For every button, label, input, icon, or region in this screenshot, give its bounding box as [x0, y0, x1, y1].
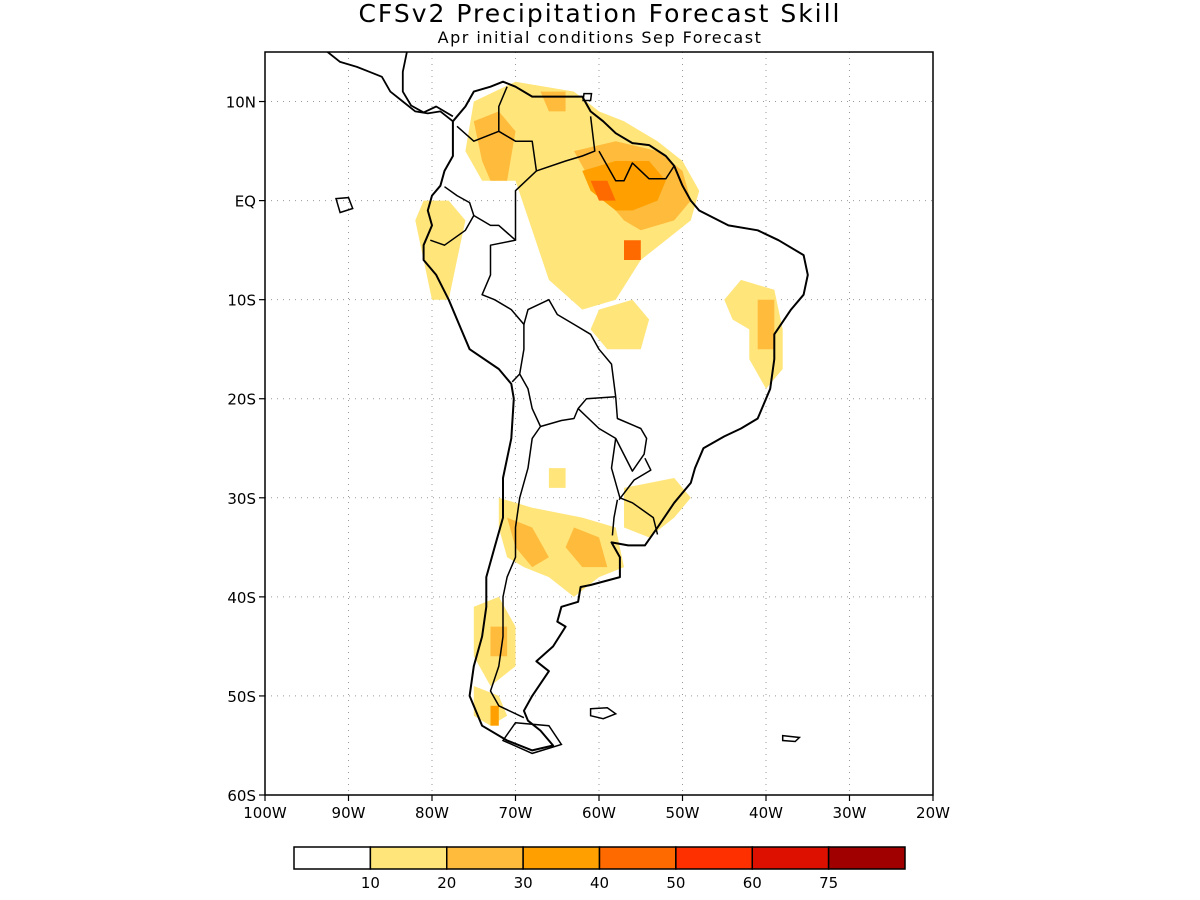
- lat-tick-label: 40S: [227, 589, 256, 607]
- country-border: [536, 116, 596, 172]
- island-outline: [589, 707, 618, 720]
- lat-tick-label: 10N: [226, 94, 256, 112]
- skill-contour-fill: [590, 180, 616, 201]
- lon-tick-label: 50W: [666, 804, 700, 822]
- skill-contour-fill: [624, 240, 641, 260]
- island-outline: [335, 196, 354, 214]
- lon-tick-label: 20W: [916, 804, 950, 822]
- lat-tick-label: 20S: [227, 391, 256, 409]
- lon-tick-label: 60W: [582, 804, 616, 822]
- latitude-axis: 10N EQ 10S 20S 30S 40S 50S 60S: [226, 94, 265, 805]
- colorbar-swatch: [751, 846, 830, 870]
- lon-tick-label: 90W: [332, 804, 366, 822]
- country-border: [610, 438, 659, 535]
- colorbar-label: 40: [590, 874, 609, 892]
- skill-contour-fill: [507, 517, 549, 568]
- colorbar-label: 30: [514, 874, 533, 892]
- lat-tick-label: 10S: [227, 292, 256, 310]
- map-title: CFSv2 Precipitation Forecast Skill: [358, 0, 842, 28]
- colorbar-swatch: [675, 846, 753, 870]
- country-border: [577, 396, 648, 472]
- colorbar-swatch: [598, 846, 677, 870]
- country-border: [473, 214, 525, 383]
- country-border: [489, 426, 542, 719]
- lat-tick-label: 60S: [227, 787, 256, 805]
- colorbar-swatch: [827, 846, 906, 870]
- map-subtitle: Apr initial conditions Sep Forecast: [437, 28, 763, 47]
- colorbar-swatch: [293, 846, 372, 870]
- colorbar-swatch: [369, 846, 448, 870]
- coastlines: [326, 52, 809, 755]
- country-border: [519, 373, 616, 428]
- island-outline: [781, 734, 802, 743]
- colorbar-label: 60: [743, 874, 762, 892]
- lon-tick-label: 40W: [749, 804, 783, 822]
- skill-contour-fill: [624, 478, 691, 538]
- island-outline: [501, 721, 563, 755]
- lat-tick-label: EQ: [235, 193, 256, 211]
- colorbar-label: 10: [361, 874, 380, 892]
- skill-contour-fill: [590, 299, 650, 350]
- skill-contour-fill: [565, 527, 608, 568]
- caribbean-coastline: [401, 52, 454, 118]
- skill-contour-fill: [757, 299, 775, 350]
- lon-tick-label: 100W: [243, 804, 287, 822]
- lat-tick-label: 30S: [227, 490, 256, 508]
- skill-contour-fill: [415, 200, 466, 300]
- country-border: [618, 457, 652, 501]
- skill-contour-fill: [498, 497, 624, 597]
- longitude-axis: 100W 90W 80W 70W 60W 50W 40W 30W 20W: [243, 795, 950, 822]
- central-america-coastline: [326, 52, 454, 123]
- island-outline: [582, 92, 593, 102]
- skill-contour-fill: [548, 468, 566, 488]
- colorbar-label: 75: [819, 874, 838, 892]
- lon-tick-label: 80W: [415, 804, 449, 822]
- skill-shading: [415, 81, 783, 726]
- skill-contour-fill: [490, 705, 499, 726]
- colorbar-label: 20: [437, 874, 456, 892]
- colorbar-swatch: [446, 846, 524, 870]
- colorbar-label: 50: [666, 874, 685, 892]
- south-america-coastline: [422, 80, 809, 752]
- lat-tick-label: 50S: [227, 688, 256, 706]
- colorbar-swatch: [522, 846, 601, 870]
- lon-tick-label: 30W: [833, 804, 867, 822]
- lon-tick-label: 70W: [499, 804, 533, 822]
- skill-contour-fill: [490, 626, 508, 657]
- country-border: [523, 298, 617, 397]
- skill-contour-fill: [473, 111, 516, 181]
- country-border: [598, 150, 675, 182]
- country-border: [611, 499, 619, 536]
- colorbar: 10 20 30 40 50 60 75: [293, 846, 906, 892]
